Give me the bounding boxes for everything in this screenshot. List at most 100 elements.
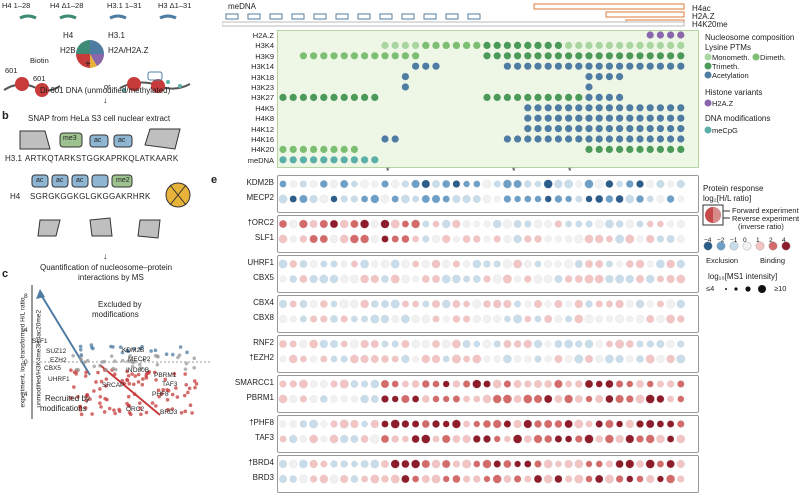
ptm-dot [575,41,583,49]
scatter-point [79,412,84,417]
pt-label-ezh2: EZH2 [50,357,67,364]
ptm-dot [310,145,318,153]
scatter-point [176,355,180,360]
scatter-point [170,392,175,397]
scatter-plot [31,285,210,419]
response-dot [514,460,521,468]
response-dot [524,300,532,308]
ptm-dot [616,135,624,143]
response-dot [350,395,359,403]
response-dot [350,380,359,388]
response-dot [645,459,655,469]
ptm-dot [605,93,613,101]
medna-track-segment [269,13,283,20]
response-dot [575,435,583,443]
response-dot [656,475,664,483]
ptm-dot [554,41,562,49]
response-dot [431,299,441,309]
response-dot [565,435,573,443]
response-dot [625,234,635,244]
response-dot [523,339,533,349]
mark-me2: me2 [116,177,130,184]
response-dot [666,435,675,443]
ptm-dot [534,41,542,49]
response-dot [401,354,410,364]
ptm-dot [350,156,358,164]
response-dot [289,275,297,283]
response-dot [278,474,288,484]
ptm-dot [401,73,409,81]
response-dot [482,339,492,349]
ptm-dot [330,145,338,153]
scatter-point [147,370,152,374]
response-dot [544,380,553,388]
ptm-dot [330,156,338,164]
ptm-dot [473,41,481,49]
response-dot [278,394,288,404]
ptm-dot [524,135,532,143]
protein-label: TAF3 [255,433,274,442]
response-dot [278,259,288,269]
response-dot [412,275,419,283]
response-dot [605,315,613,323]
response-dot [278,219,288,229]
label-h4-1-28: H4 1–28 [2,1,31,10]
scatter-point [79,353,84,357]
response-dot [513,234,522,244]
mark-ac-5: ac [76,177,84,184]
protein-group-box [277,255,699,293]
response-dot [666,354,675,364]
ptm-dot [626,125,634,133]
response-dot [400,194,410,204]
ptm-dot [585,114,593,122]
ptm-dot [452,41,460,49]
response-dot [349,354,359,364]
ptm-dot [656,145,664,153]
ptm-dot [361,52,369,60]
scatter-point [72,385,76,389]
response-dot [534,315,542,323]
response-dot [349,339,359,349]
response-dot [401,314,410,324]
response-dot [299,395,308,403]
response-dot [340,260,348,268]
response-dot [330,355,338,363]
pt-label-taf3: TAF3 [162,381,178,388]
response-dot [676,459,685,469]
response-dot [656,395,665,403]
ptm-dot [524,62,532,70]
ptm-dot [554,52,562,60]
response-dot [463,180,470,188]
response-dot [625,395,634,403]
response-dot [656,460,665,468]
response-dot [340,179,349,189]
response-dot [584,339,594,349]
response-dot [554,379,563,389]
ptm-dot [412,62,420,70]
scatter-point [72,370,77,375]
response-dot [432,340,440,348]
response-dot [513,219,522,229]
response-dot [646,314,655,324]
response-dot [656,354,665,364]
response-dot [411,380,420,388]
response-dot [412,300,420,308]
response-dot [584,379,594,389]
ptm-dot [534,125,542,133]
scatter-point [188,403,193,408]
response-dot [534,460,542,468]
response-dot [299,300,308,308]
scatter-point [99,379,104,384]
response-dot [442,179,451,189]
response-dot [380,219,390,229]
response-dot [493,355,501,363]
legend-h2az: H2A.Z [712,99,734,108]
response-dot [564,394,573,404]
response-dot [656,420,665,428]
protein-label: SLF1 [254,233,274,242]
ptm-dot [432,62,440,70]
response-dot [402,435,409,443]
response-dot [483,435,491,443]
response-dot [309,180,318,188]
response-dot [493,340,501,348]
